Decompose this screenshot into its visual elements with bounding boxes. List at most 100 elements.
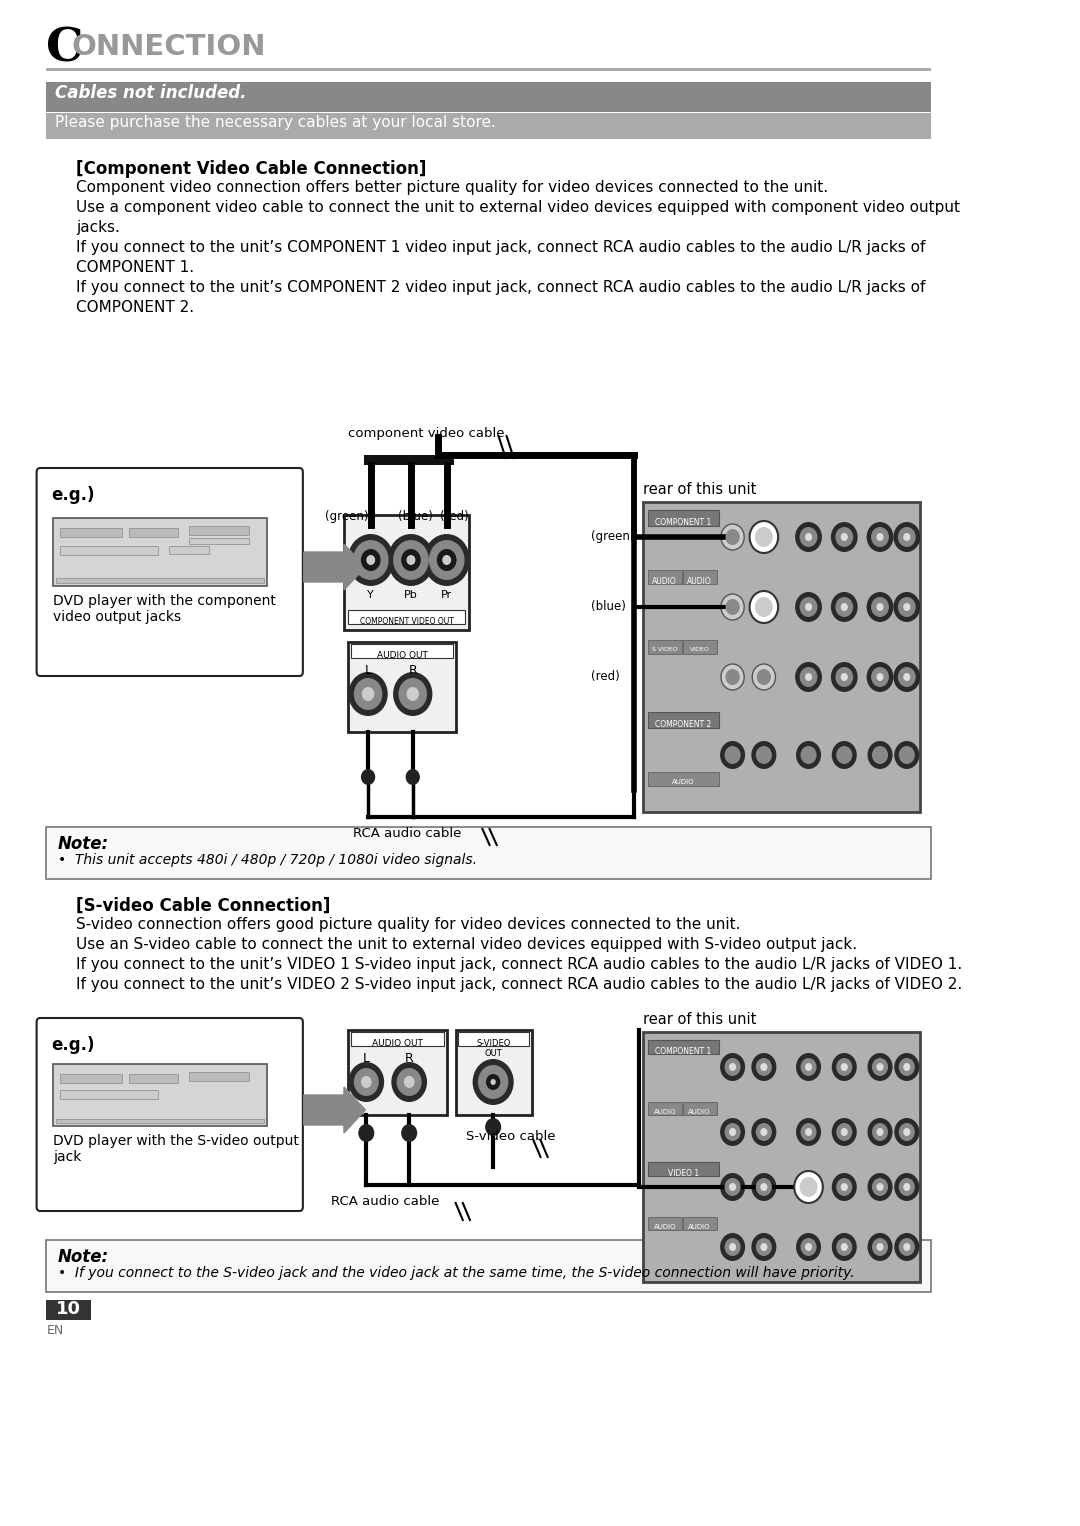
Bar	[648, 510, 719, 526]
Circle shape	[760, 1064, 768, 1071]
Circle shape	[799, 1177, 818, 1196]
Text: ONNECTION: ONNECTION	[71, 34, 266, 61]
Circle shape	[725, 1058, 741, 1076]
FancyArrow shape	[303, 1087, 365, 1132]
Circle shape	[903, 1128, 910, 1135]
Circle shape	[753, 523, 775, 549]
Bar	[349, 1030, 447, 1116]
Bar	[46, 69, 931, 72]
Text: Pr: Pr	[441, 591, 453, 600]
Circle shape	[866, 592, 893, 623]
Circle shape	[899, 1178, 915, 1196]
Circle shape	[831, 592, 858, 623]
Circle shape	[721, 664, 744, 690]
Circle shape	[796, 1173, 821, 1201]
Circle shape	[750, 591, 779, 623]
Circle shape	[725, 1178, 741, 1196]
Bar	[189, 526, 249, 536]
Circle shape	[903, 1183, 910, 1190]
Bar	[46, 1241, 931, 1293]
Bar	[46, 1300, 91, 1320]
Circle shape	[752, 1119, 777, 1146]
Text: L: L	[365, 664, 372, 678]
Text: RCA audio cable: RCA audio cable	[353, 827, 461, 839]
Circle shape	[753, 664, 775, 690]
Text: jacks.: jacks.	[76, 220, 120, 235]
Circle shape	[899, 1238, 915, 1256]
Circle shape	[353, 540, 389, 580]
Bar	[648, 1041, 719, 1054]
Text: e.g.): e.g.)	[51, 485, 94, 504]
Text: AUDIO OUT: AUDIO OUT	[373, 1039, 423, 1048]
Circle shape	[877, 1064, 883, 1071]
Text: 10: 10	[56, 1300, 81, 1318]
Circle shape	[894, 742, 919, 769]
Circle shape	[903, 533, 910, 542]
Circle shape	[725, 746, 741, 765]
Text: L: L	[363, 1051, 369, 1065]
Circle shape	[796, 1119, 821, 1146]
Text: DVD player with the component
video output jacks: DVD player with the component video outp…	[53, 594, 275, 624]
FancyBboxPatch shape	[37, 468, 302, 676]
Circle shape	[894, 1119, 919, 1146]
Circle shape	[796, 1053, 821, 1080]
Text: AUDIO OUT: AUDIO OUT	[377, 652, 428, 661]
Circle shape	[872, 526, 889, 546]
Circle shape	[750, 520, 779, 552]
Bar	[644, 502, 920, 812]
Circle shape	[726, 600, 740, 615]
Circle shape	[752, 1173, 777, 1201]
Circle shape	[729, 1183, 737, 1190]
Circle shape	[840, 1244, 848, 1251]
Circle shape	[836, 1123, 852, 1141]
Circle shape	[840, 603, 848, 610]
Circle shape	[799, 597, 818, 617]
Circle shape	[760, 1128, 768, 1135]
Circle shape	[799, 526, 818, 546]
Circle shape	[835, 526, 853, 546]
Bar	[648, 1218, 681, 1230]
Circle shape	[872, 667, 889, 687]
Bar	[59, 1090, 158, 1099]
Circle shape	[361, 549, 380, 571]
Circle shape	[359, 1125, 375, 1141]
Circle shape	[354, 678, 382, 710]
Text: (green): (green)	[325, 510, 369, 523]
Text: Component video connection offers better picture quality for video devices conne: Component video connection offers better…	[76, 180, 828, 195]
Circle shape	[726, 668, 740, 685]
Circle shape	[726, 530, 740, 545]
Circle shape	[877, 533, 883, 542]
Circle shape	[756, 1058, 772, 1076]
Circle shape	[893, 662, 920, 691]
Bar	[189, 539, 249, 543]
Text: AUDIO: AUDIO	[672, 778, 694, 784]
Circle shape	[729, 1128, 737, 1135]
Circle shape	[396, 1068, 421, 1096]
Circle shape	[894, 1053, 919, 1080]
Circle shape	[877, 673, 883, 681]
Text: Cables not included.: Cables not included.	[55, 84, 247, 102]
Text: EN: EN	[46, 1325, 64, 1337]
Circle shape	[867, 1233, 892, 1260]
Circle shape	[401, 1125, 417, 1141]
Circle shape	[757, 600, 771, 615]
Bar	[343, 514, 469, 630]
Text: AUDIO: AUDIO	[688, 1224, 711, 1230]
Circle shape	[799, 667, 818, 687]
Circle shape	[840, 1183, 848, 1190]
Circle shape	[877, 1244, 883, 1251]
Circle shape	[755, 597, 773, 617]
Circle shape	[795, 592, 822, 623]
Text: [S-video Cable Connection]: [S-video Cable Connection]	[76, 897, 330, 916]
Circle shape	[760, 1183, 768, 1190]
Text: COMPONENT 1.: COMPONENT 1.	[76, 259, 194, 275]
Circle shape	[720, 1053, 745, 1080]
Text: AUDIO: AUDIO	[653, 1224, 676, 1230]
Circle shape	[794, 1170, 823, 1202]
Text: component video cable: component video cable	[349, 427, 505, 439]
Bar	[56, 578, 264, 583]
Circle shape	[756, 1178, 772, 1196]
Text: RCA audio cable: RCA audio cable	[330, 1195, 438, 1209]
Text: e.g.): e.g.)	[51, 1036, 94, 1054]
Circle shape	[897, 597, 916, 617]
